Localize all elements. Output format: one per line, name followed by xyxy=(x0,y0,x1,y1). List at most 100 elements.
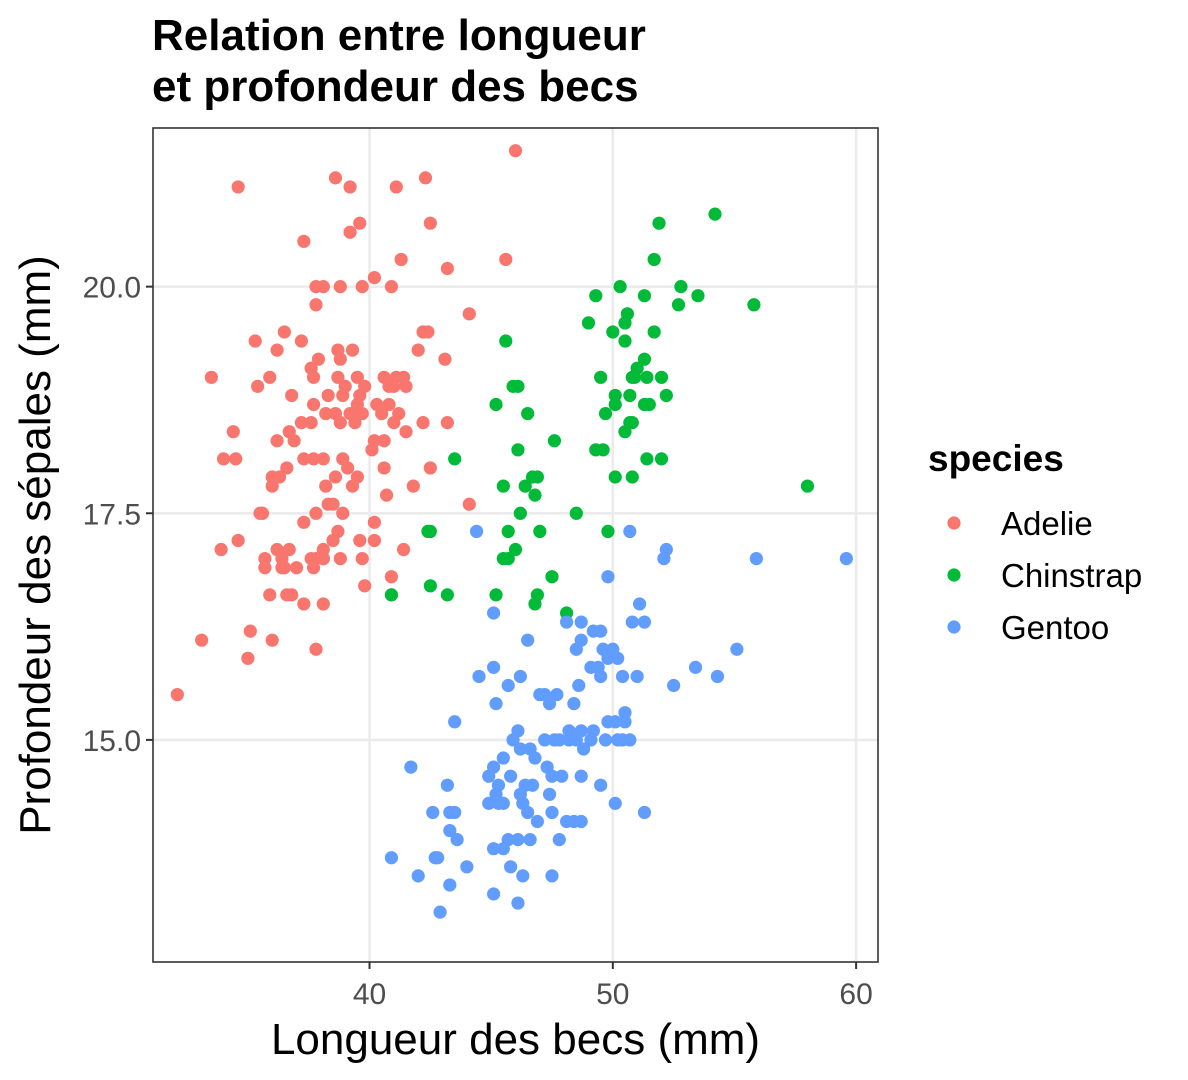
data-point-chinstrap xyxy=(637,289,652,303)
data-point-chinstrap xyxy=(598,406,613,421)
data-point-gentoo xyxy=(567,697,581,711)
data-point-adelie xyxy=(423,216,437,230)
data-point-gentoo xyxy=(839,551,853,566)
data-point-gentoo xyxy=(611,733,625,747)
data-point-adelie xyxy=(306,452,321,466)
data-point-gentoo xyxy=(411,869,425,883)
data-point-gentoo xyxy=(513,742,527,756)
data-point-adelie xyxy=(270,343,284,357)
data-point-adelie xyxy=(304,416,318,430)
data-point-gentoo xyxy=(594,669,608,684)
data-point-adelie xyxy=(294,334,309,348)
data-point-gentoo xyxy=(584,733,598,747)
data-point-gentoo xyxy=(545,805,559,820)
data-point-adelie xyxy=(367,533,381,548)
data-point-gentoo xyxy=(472,669,486,684)
data-point-gentoo xyxy=(443,823,457,838)
data-point-gentoo xyxy=(569,642,583,656)
data-point-adelie xyxy=(355,406,369,421)
data-point-gentoo xyxy=(440,778,454,792)
data-point-adelie xyxy=(333,352,347,366)
data-point-chinstrap xyxy=(654,370,669,384)
chart-title-line-1: Relation entre longueur xyxy=(152,11,646,60)
data-point-chinstrap xyxy=(489,588,503,602)
data-point-chinstrap xyxy=(652,216,666,230)
data-point-adelie xyxy=(265,479,279,493)
data-point-chinstrap xyxy=(530,470,544,484)
data-point-gentoo xyxy=(545,869,559,883)
data-point-chinstrap xyxy=(513,506,527,520)
data-point-gentoo xyxy=(443,878,457,892)
data-point-gentoo xyxy=(506,733,520,747)
data-point-adelie xyxy=(331,370,345,384)
data-point-adelie xyxy=(275,561,289,575)
data-point-adelie xyxy=(382,379,396,393)
data-point-chinstrap xyxy=(528,597,542,611)
data-point-gentoo xyxy=(404,760,418,774)
data-point-adelie xyxy=(216,452,231,466)
x-tick-label: 40 xyxy=(353,978,386,1011)
data-point-adelie xyxy=(423,461,437,475)
data-point-adelie xyxy=(304,361,318,375)
data-point-gentoo xyxy=(487,660,501,674)
data-point-adelie xyxy=(333,551,347,566)
data-point-adelie xyxy=(255,506,270,520)
data-point-adelie xyxy=(343,180,357,194)
data-point-chinstrap xyxy=(691,289,705,303)
data-point-adelie xyxy=(258,561,272,575)
data-point-adelie xyxy=(316,542,330,557)
data-point-gentoo xyxy=(749,551,763,566)
data-point-adelie xyxy=(399,425,413,439)
data-point-chinstrap xyxy=(499,334,513,348)
data-point-adelie xyxy=(462,497,476,511)
data-point-chinstrap xyxy=(625,470,639,484)
data-point-chinstrap xyxy=(637,352,652,366)
data-point-chinstrap xyxy=(518,479,532,493)
data-point-gentoo xyxy=(521,805,535,820)
data-point-adelie xyxy=(285,588,299,602)
data-point-adelie xyxy=(418,171,433,185)
data-point-gentoo xyxy=(630,669,644,684)
data-point-chinstrap xyxy=(640,452,654,466)
data-point-gentoo xyxy=(433,905,447,919)
data-point-chinstrap xyxy=(608,388,622,403)
data-point-adelie xyxy=(353,216,367,230)
data-point-gentoo xyxy=(550,687,564,702)
data-point-gentoo xyxy=(491,796,506,810)
data-point-adelie xyxy=(277,325,291,339)
data-point-gentoo xyxy=(637,805,652,820)
data-point-chinstrap xyxy=(601,524,615,539)
data-point-adelie xyxy=(377,434,391,448)
data-point-gentoo xyxy=(710,669,725,684)
data-point-gentoo xyxy=(530,814,544,829)
data-point-chinstrap xyxy=(501,524,515,539)
data-point-adelie xyxy=(241,651,255,665)
data-point-gentoo xyxy=(608,796,622,810)
data-point-gentoo xyxy=(504,860,518,874)
data-point-adelie xyxy=(345,479,360,493)
data-point-adelie xyxy=(226,425,240,439)
data-point-gentoo xyxy=(601,570,615,584)
data-point-gentoo xyxy=(559,615,574,629)
data-point-chinstrap xyxy=(589,443,603,457)
data-point-gentoo xyxy=(443,805,457,820)
data-point-adelie xyxy=(316,280,330,294)
plot-panel-border xyxy=(152,127,879,963)
data-point-adelie xyxy=(321,497,335,511)
data-point-gentoo xyxy=(667,678,681,693)
data-point-gentoo xyxy=(431,851,445,865)
data-point-gentoo xyxy=(511,833,525,847)
data-point-gentoo xyxy=(552,833,566,847)
data-point-chinstrap xyxy=(496,479,510,493)
data-point-adelie xyxy=(411,343,425,357)
data-point-chinstrap xyxy=(608,397,622,412)
data-point-chinstrap xyxy=(559,606,574,620)
data-point-adelie xyxy=(367,270,381,285)
legend-key-gentoo xyxy=(947,620,961,634)
data-point-adelie xyxy=(382,397,396,412)
data-point-gentoo xyxy=(513,669,527,684)
data-point-chinstrap xyxy=(528,488,542,502)
legend-label-gentoo: Gentoo xyxy=(1001,609,1109,646)
data-point-adelie xyxy=(289,561,304,575)
